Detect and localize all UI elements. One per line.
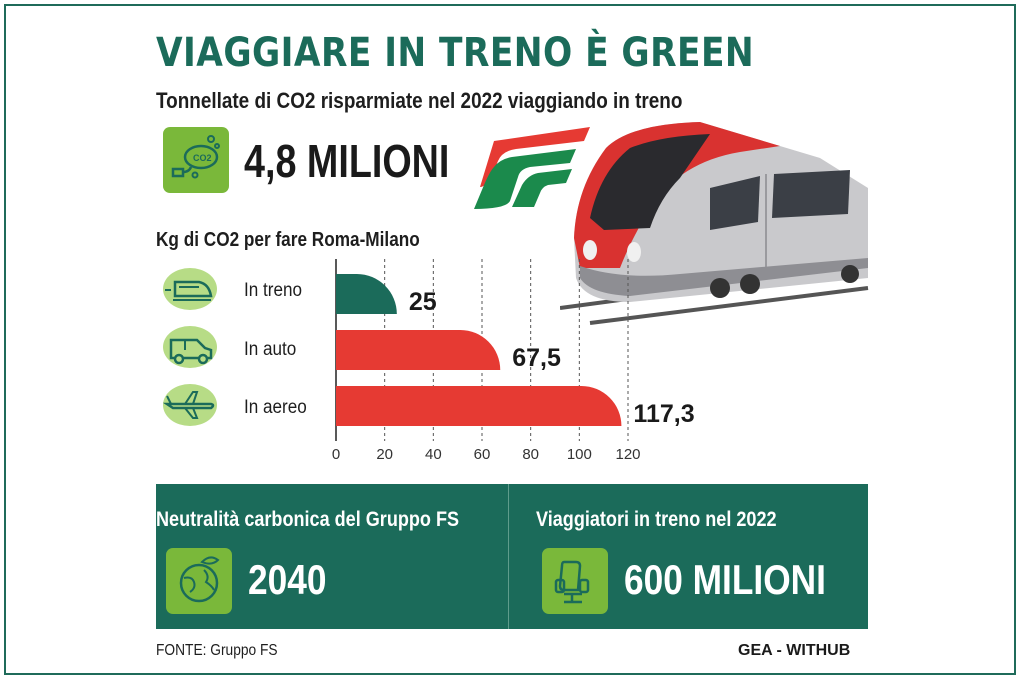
x-tick-label: 20: [376, 446, 393, 463]
x-tick-label: 80: [522, 446, 539, 463]
train-illustration: [560, 122, 869, 325]
bottom-panel: Neutralità carbonica del Gruppo FS 2040 …: [156, 484, 868, 629]
car-icon: [163, 326, 217, 368]
carbon-neutrality-value: 2040: [248, 556, 327, 603]
carbon-neutrality-label: Neutralità carbonica del Gruppo FS: [156, 508, 460, 531]
value-label: 67,5: [512, 344, 561, 372]
x-tick-label: 40: [425, 446, 442, 463]
value-label: 117,3: [633, 400, 694, 428]
fs-logo: [474, 127, 590, 209]
train-seat-icon: [542, 548, 608, 614]
bar-3: [336, 386, 622, 426]
credit-note: GEA - WITHUB: [738, 642, 851, 659]
chart-x-ticks: 0 20 40 60 80 100 120: [332, 446, 641, 463]
value-label: 25: [409, 288, 437, 316]
x-tick-label: 100: [567, 446, 592, 463]
bar-1: [336, 274, 397, 314]
co2-emission-icon: CO2: [163, 127, 229, 193]
chart-title: Kg di CO2 per fare Roma-Milano: [156, 229, 420, 251]
train-icon: [163, 268, 217, 310]
page-title: VIAGGIARE IN TRENO È GREEN: [156, 30, 755, 76]
travellers-value: 600 MILIONI: [624, 556, 826, 603]
co2-saved-value: 4,8 MILIONI: [244, 135, 450, 187]
source-note: FONTE: Gruppo FS: [156, 642, 278, 659]
chart-bars: [336, 274, 622, 426]
x-tick-label: 60: [474, 446, 491, 463]
page-subtitle: Tonnellate di CO2 risparmiate nel 2022 v…: [156, 88, 683, 113]
bar-chart: 25 67,5 117,3 0 20 40 60 80 100 120: [332, 259, 695, 463]
globe-leaf-icon: [166, 548, 232, 614]
svg-text:CO2: CO2: [193, 153, 212, 163]
panel-divider: [508, 484, 509, 629]
category-label-treno: In treno: [244, 280, 302, 301]
x-tick-label: 0: [332, 446, 340, 463]
x-tick-label: 120: [615, 446, 640, 463]
travellers-label: Viaggiatori in treno nel 2022: [536, 508, 777, 531]
category-label-aereo: In aereo: [244, 397, 307, 418]
airplane-icon: [162, 384, 217, 426]
category-label-auto: In auto: [244, 339, 297, 360]
chart-value-labels: 25 67,5 117,3: [409, 288, 695, 428]
bar-2: [336, 330, 501, 370]
